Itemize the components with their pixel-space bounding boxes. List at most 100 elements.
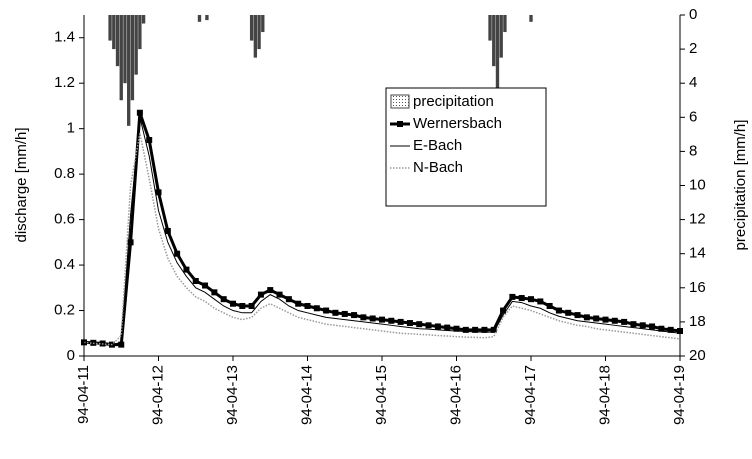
series-marker — [639, 322, 646, 329]
series-marker — [341, 310, 348, 317]
series-marker — [611, 317, 618, 324]
series-marker — [500, 307, 507, 314]
y-tick-label: 1.2 — [54, 74, 75, 91]
series-marker — [248, 302, 255, 309]
series-marker — [202, 282, 209, 289]
series-marker — [136, 109, 143, 116]
precipitation-bar — [495, 15, 500, 92]
series-marker — [313, 305, 320, 312]
series-line — [83, 117, 681, 346]
series-marker — [257, 291, 264, 298]
series-marker — [528, 296, 534, 303]
series-marker — [360, 314, 367, 321]
legend-marker — [397, 121, 403, 127]
series-marker — [379, 316, 385, 323]
y-tick-label: 1 — [67, 120, 75, 137]
y-tick-label: 0.6 — [54, 211, 75, 228]
y2-tick-label: 0 — [689, 6, 697, 23]
y2-tick-label: 10 — [689, 176, 706, 193]
legend-label: N-Bach — [413, 159, 463, 176]
series-marker — [555, 307, 562, 314]
series-marker — [276, 291, 283, 298]
series-marker — [388, 317, 395, 324]
series-marker — [583, 314, 590, 321]
series-marker — [155, 189, 162, 196]
precipitation-bar — [119, 15, 123, 101]
precipitation-bar — [115, 15, 120, 67]
precipitation-bar — [134, 15, 138, 75]
y-tick-label: 0.2 — [54, 302, 75, 319]
precipitation-bar — [257, 15, 261, 50]
series-marker — [602, 316, 609, 323]
y2-tick-label: 16 — [689, 279, 706, 296]
series-marker — [481, 326, 488, 333]
series-marker — [146, 137, 153, 144]
series-marker — [332, 309, 339, 316]
y2-tick-label: 6 — [689, 108, 697, 125]
series-marker — [323, 307, 330, 314]
x-tick-label: 94-04-19 — [671, 365, 688, 425]
precipitation-bar — [141, 15, 146, 24]
series-marker — [369, 315, 376, 322]
series-marker — [397, 318, 404, 325]
precipitation-bar — [492, 15, 496, 67]
legend-label: Wernersbach — [413, 115, 502, 132]
y-tick-label: 0 — [67, 347, 75, 364]
series-marker — [425, 322, 432, 329]
y2-tick-label: 20 — [689, 347, 706, 364]
series-marker — [537, 298, 544, 305]
series-marker — [630, 321, 637, 328]
y2-tick-label: 12 — [689, 211, 706, 228]
series-marker — [230, 300, 236, 307]
series-marker — [406, 320, 413, 327]
series-marker — [295, 300, 302, 307]
series-marker — [658, 325, 665, 332]
x-tick-label: 94-04-12 — [149, 365, 166, 425]
series-marker — [164, 227, 171, 234]
series-marker — [434, 323, 441, 330]
series-marker — [444, 324, 451, 331]
legend-swatch — [390, 94, 410, 109]
y2-tick-label: 14 — [689, 245, 706, 262]
series-marker — [118, 341, 125, 348]
precipitation-bar — [205, 15, 209, 21]
precipitation-bar — [499, 15, 503, 58]
series-marker — [472, 326, 479, 333]
series-marker — [192, 277, 199, 284]
precipitation-bar — [112, 15, 116, 50]
y-tick-label: 0.4 — [54, 256, 75, 273]
series-marker — [304, 302, 311, 309]
precipitation-bar — [261, 15, 265, 33]
y2-tick-label: 18 — [689, 313, 706, 330]
y-tick-label: 1.4 — [54, 29, 75, 46]
x-tick-label: 94-04-15 — [373, 365, 390, 425]
x-tick-label: 94-04-16 — [447, 365, 464, 425]
precipitation-bar — [529, 15, 533, 22]
legend-box — [385, 87, 547, 207]
series-marker — [565, 309, 572, 316]
precipitation-bar — [253, 15, 258, 58]
series-marker — [351, 312, 358, 319]
series-marker — [174, 250, 181, 257]
series-marker — [211, 289, 218, 296]
precipitation-bar — [138, 15, 142, 50]
precipitation-bar — [123, 15, 127, 84]
series-line — [83, 133, 681, 346]
series-marker — [546, 302, 553, 309]
series-marker — [574, 312, 581, 319]
series-marker — [127, 239, 134, 246]
y2-axis-label: precipitation [mm/h] — [732, 120, 749, 251]
precipitation-bar — [130, 15, 135, 101]
x-tick-label: 94-04-14 — [298, 365, 315, 425]
series-marker — [220, 296, 227, 303]
x-tick-label: 94-04-13 — [224, 365, 241, 425]
series-marker — [621, 318, 628, 325]
precipitation-bar — [127, 15, 131, 126]
series-marker — [285, 296, 292, 303]
y-tick-label: 0.8 — [54, 165, 75, 182]
y2-tick-label: 2 — [689, 40, 697, 57]
precipitation-bar — [249, 15, 254, 41]
precipitation-bar — [503, 15, 507, 33]
series-marker — [649, 323, 656, 330]
